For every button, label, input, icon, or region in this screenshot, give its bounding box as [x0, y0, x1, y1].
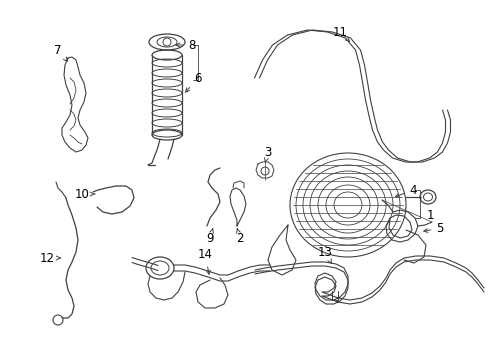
Text: 12: 12: [40, 252, 60, 265]
Text: 6: 6: [185, 72, 202, 92]
Text: 8: 8: [176, 39, 195, 51]
Text: 1: 1: [426, 208, 433, 221]
Text: 13: 13: [317, 246, 332, 264]
Text: 3: 3: [264, 145, 271, 162]
Text: 14: 14: [197, 248, 212, 274]
Text: 10: 10: [74, 188, 95, 201]
Text: 5: 5: [423, 221, 443, 234]
Text: 9: 9: [206, 229, 213, 244]
Text: 2: 2: [236, 229, 243, 244]
Text: 4: 4: [395, 184, 416, 197]
Text: 7: 7: [54, 44, 67, 61]
Text: 11: 11: [332, 26, 349, 41]
